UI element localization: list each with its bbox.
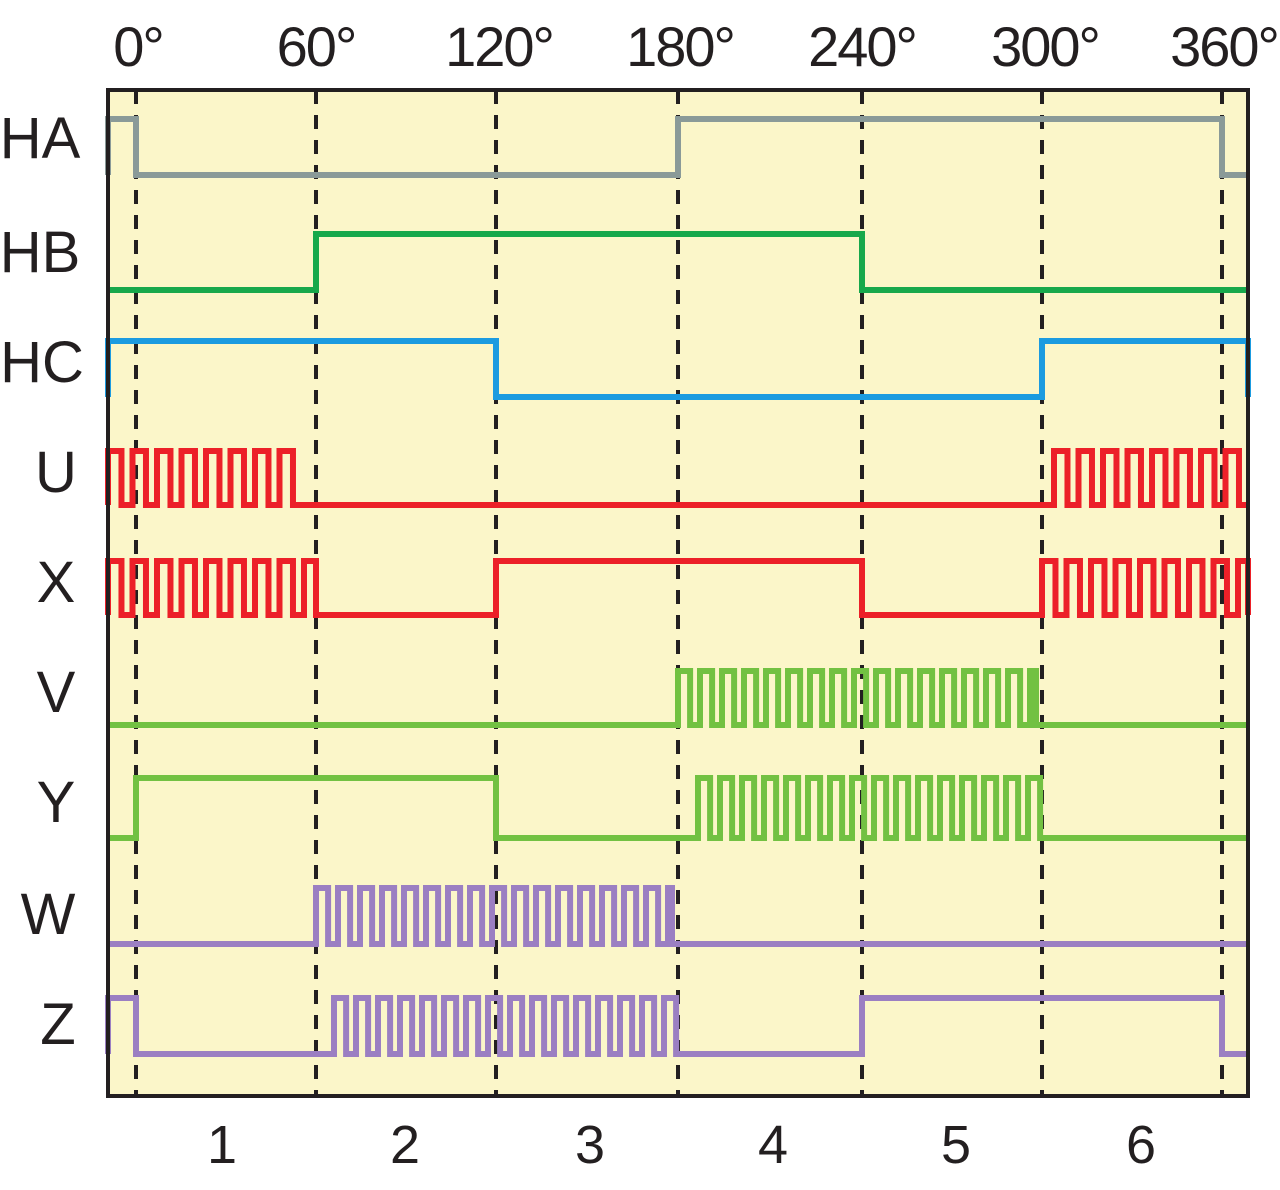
signal-label-v: V xyxy=(37,660,76,725)
angle-label-120: 120° xyxy=(445,15,553,78)
waveform-z xyxy=(105,995,1248,1057)
signal-label-u: U xyxy=(35,440,77,505)
signal-label-y: Y xyxy=(37,770,76,835)
signal-labels: HA HB HC U X V Y W Z xyxy=(0,106,84,1057)
signal-label-ha: HA xyxy=(0,106,81,171)
signal-label-z: Z xyxy=(40,992,75,1057)
angle-label-180: 180° xyxy=(626,15,734,78)
sector-label-3: 3 xyxy=(575,1115,605,1175)
sector-labels: 1 2 3 4 5 6 xyxy=(207,1115,1156,1175)
angle-label-360: 360° xyxy=(1170,15,1278,78)
angle-label-60: 60° xyxy=(277,15,356,78)
angle-label-0: 0° xyxy=(113,15,163,78)
signal-label-hb: HB xyxy=(0,220,80,285)
sector-label-4: 4 xyxy=(758,1115,788,1175)
angle-labels: 0° 60° 120° 180° 240° 300° 360° xyxy=(113,15,1280,78)
waveform-hb xyxy=(108,231,1248,293)
waveform-ha xyxy=(105,116,1248,178)
waveform-y xyxy=(108,775,1248,841)
waveform-u xyxy=(105,448,1248,508)
waveforms xyxy=(105,116,1251,1057)
angle-label-300: 300° xyxy=(991,15,1099,78)
sector-label-5: 5 xyxy=(941,1115,971,1175)
sector-label-1: 1 xyxy=(207,1115,237,1175)
angle-label-240: 240° xyxy=(808,15,916,78)
waveform-w xyxy=(108,885,1248,947)
signal-label-w: W xyxy=(21,882,76,947)
signal-label-hc: HC xyxy=(0,330,84,395)
waveform-hc xyxy=(105,338,1251,400)
waveform-v xyxy=(108,668,1248,728)
waveform-x xyxy=(105,558,1251,618)
sector-label-6: 6 xyxy=(1126,1115,1156,1175)
plot-frame xyxy=(106,88,1250,1098)
signal-label-x: X xyxy=(37,550,76,615)
sector-label-2: 2 xyxy=(390,1115,420,1175)
